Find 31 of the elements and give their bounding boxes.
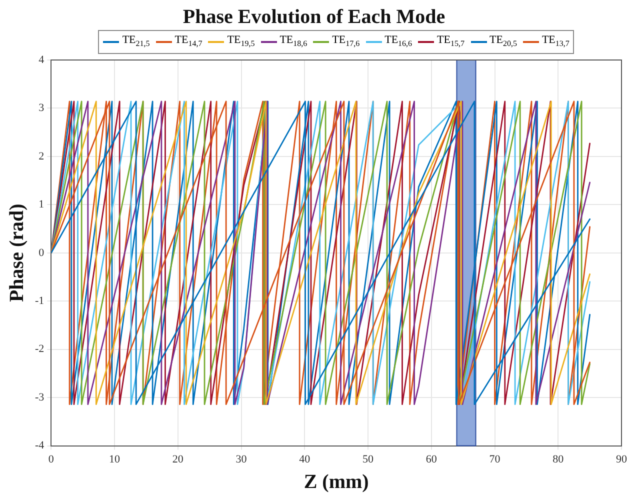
y-tick-label: -2 (34, 343, 44, 356)
y-tick-label: -4 (34, 440, 45, 452)
legend-label: TE$_{17,6}$ (332, 33, 360, 50)
y-tick-label: -3 (34, 391, 45, 404)
y-tick-label: 4 (38, 54, 45, 66)
y-tick-label: 2 (38, 150, 44, 162)
x-tick-label: 90 (616, 453, 628, 466)
x-tick-label: 0 (48, 453, 54, 466)
legend-label: TE$_{19,5}$ (227, 33, 255, 50)
legend-label: TE$_{16,6}$ (384, 33, 412, 50)
x-tick-label: 10 (109, 453, 121, 466)
y-axis-title: Phase (rad) (6, 204, 28, 302)
x-tick-label: 20 (172, 453, 184, 466)
x-tick-label: 60 (426, 453, 438, 466)
x-tick-label: 80 (552, 453, 564, 466)
chart-title: Phase Evolution of Each Mode (182, 6, 446, 28)
y-tick-label: 0 (38, 246, 45, 259)
y-tick-label: -1 (34, 295, 44, 308)
legend-label: TE$_{13,7}$ (542, 33, 570, 50)
y-tick-label: 3 (38, 102, 45, 114)
legend-label: TE$_{15,7}$ (437, 33, 464, 50)
x-axis-title: Z (mm) (304, 471, 369, 494)
legend-label: TE$_{21,5}$ (122, 33, 150, 50)
x-tick-label: 70 (489, 453, 501, 466)
x-tick-label: 50 (362, 453, 374, 466)
legend-label: TE$_{14,7}$ (174, 33, 202, 50)
y-tick-label: 1 (38, 198, 44, 211)
x-tick-label: 40 (299, 453, 311, 466)
x-tick-label: 30 (236, 453, 248, 466)
legend-label: TE$_{18,6}$ (280, 33, 308, 50)
legend-label: TE$_{20,5}$ (490, 33, 517, 50)
